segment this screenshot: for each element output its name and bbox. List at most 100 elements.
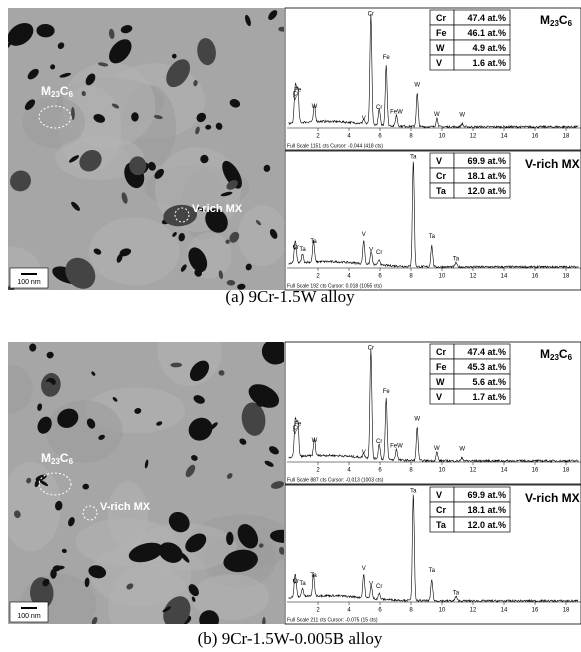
table-cell	[453, 388, 511, 405]
mx-label: V-rich MX	[192, 203, 243, 215]
element-name: Ta	[436, 186, 447, 196]
precipitate	[239, 438, 247, 445]
precipitate	[279, 546, 284, 555]
x-tick-label: 8	[409, 134, 413, 140]
precipitate	[128, 542, 164, 563]
x-tick-label: 6	[378, 134, 382, 140]
spectrum-footer: Full Scale 211 cts Cursor: -0.075 (15 ct…	[287, 617, 378, 623]
peak-label: W	[312, 438, 318, 444]
spectrum-trace	[288, 349, 579, 464]
precipitate	[24, 99, 36, 111]
peak-label: Ta	[310, 239, 317, 245]
precipitate	[144, 459, 149, 469]
peak-label: V	[362, 566, 366, 572]
precipitate	[36, 23, 55, 38]
precipitate	[191, 455, 198, 461]
precipitate	[261, 342, 284, 365]
x-tick-label: 6	[378, 608, 382, 614]
x-tick-label: 4	[347, 134, 351, 140]
element-name: V	[436, 156, 442, 166]
peak-label: W	[434, 112, 440, 118]
precipitate	[180, 264, 187, 272]
peak-label: V	[362, 450, 366, 456]
mottle	[45, 400, 123, 463]
precipitate	[71, 201, 80, 211]
precipitate	[14, 33, 22, 42]
subscript: 6	[568, 19, 573, 28]
x-tick-label: 10	[439, 608, 446, 614]
precipitate	[188, 247, 208, 273]
table-cell	[453, 516, 511, 533]
mottle	[88, 217, 180, 286]
element-name: Cr	[436, 505, 446, 515]
precipitate	[98, 434, 105, 440]
precipitate	[200, 154, 209, 164]
subscript: 23	[51, 90, 60, 99]
composition: 18.1 at.%	[467, 171, 506, 181]
precipitate	[195, 126, 200, 135]
precipitate	[245, 263, 252, 271]
x-tick-label: 16	[532, 608, 539, 614]
peak-label: V	[293, 430, 297, 436]
precipitate	[88, 565, 107, 579]
peak-label: Ta	[410, 489, 417, 495]
phase-formula: M23C6	[540, 13, 573, 28]
x-tick-label: 18	[563, 608, 570, 614]
peak-label: FeW	[390, 444, 403, 450]
peak-label: Cr	[376, 439, 382, 445]
subscript: 6	[69, 90, 74, 99]
mx-label: V-rich MX	[100, 501, 151, 513]
element-name: Ta	[436, 520, 447, 530]
mottle	[62, 62, 156, 148]
peak-label: Ta	[429, 234, 436, 240]
peak-label: Cr	[293, 425, 299, 431]
precipitate	[27, 68, 39, 80]
precipitate	[57, 408, 79, 428]
symbol: M	[41, 451, 51, 465]
composition: 4.9 at.%	[472, 43, 506, 53]
precipitate	[154, 168, 164, 179]
table-cell	[453, 54, 511, 71]
precipitate	[185, 533, 207, 553]
precipitate	[197, 207, 206, 212]
mottle	[8, 462, 61, 552]
element-name: Fe	[436, 28, 447, 38]
precipitate	[262, 616, 266, 624]
precipitate	[162, 606, 172, 613]
precipitate	[79, 150, 102, 172]
symbol: M	[540, 347, 550, 361]
composition: 46.1 at.%	[467, 28, 506, 38]
precipitate	[196, 112, 207, 123]
precipitate	[191, 596, 196, 602]
precipitate	[57, 42, 65, 49]
precipitate	[170, 362, 183, 368]
peak-label: Cr	[293, 245, 299, 251]
precipitate	[229, 98, 241, 108]
precipitate	[269, 529, 284, 543]
precipitate	[59, 72, 72, 78]
subscript: 6	[69, 457, 74, 466]
x-tick-label: 2	[316, 274, 320, 280]
peak-label: Ta	[453, 256, 460, 262]
element-name: Fe	[436, 362, 447, 372]
composition: 45.3 at.%	[467, 362, 506, 372]
precipitate	[193, 395, 205, 404]
precipitate	[278, 26, 284, 32]
precipitate	[269, 228, 278, 239]
precipitate	[156, 421, 163, 426]
x-tick-label: 2	[316, 468, 320, 474]
precipitate	[93, 114, 106, 123]
precipitate	[119, 248, 132, 257]
x-tick-label: 8	[409, 608, 413, 614]
peak-label: Ta	[453, 590, 460, 596]
x-tick-label: 4	[347, 274, 351, 280]
x-tick-label: 6	[378, 468, 382, 474]
precipitate	[218, 370, 225, 376]
element-name: V	[436, 58, 442, 68]
precipitate	[188, 417, 213, 441]
phase-formula: M23C6	[540, 347, 573, 362]
element-name: V	[436, 392, 442, 402]
precipitate	[131, 112, 139, 122]
